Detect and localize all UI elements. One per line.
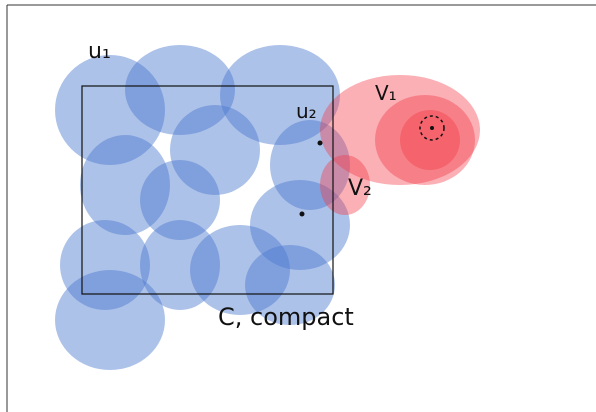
label-u1: u₁ xyxy=(88,39,111,64)
label-v2: V₂ xyxy=(348,176,372,201)
label-v1: V₁ xyxy=(375,81,397,105)
label-u2: u₂ xyxy=(296,99,317,123)
blob xyxy=(55,270,165,370)
diagram: u₁ u₂ V₁ V₂ C, compact xyxy=(0,0,596,412)
open-cover-v xyxy=(320,75,480,215)
point xyxy=(318,141,323,146)
point xyxy=(430,126,434,130)
label-compact: C, compact xyxy=(218,303,354,331)
point xyxy=(300,212,305,217)
